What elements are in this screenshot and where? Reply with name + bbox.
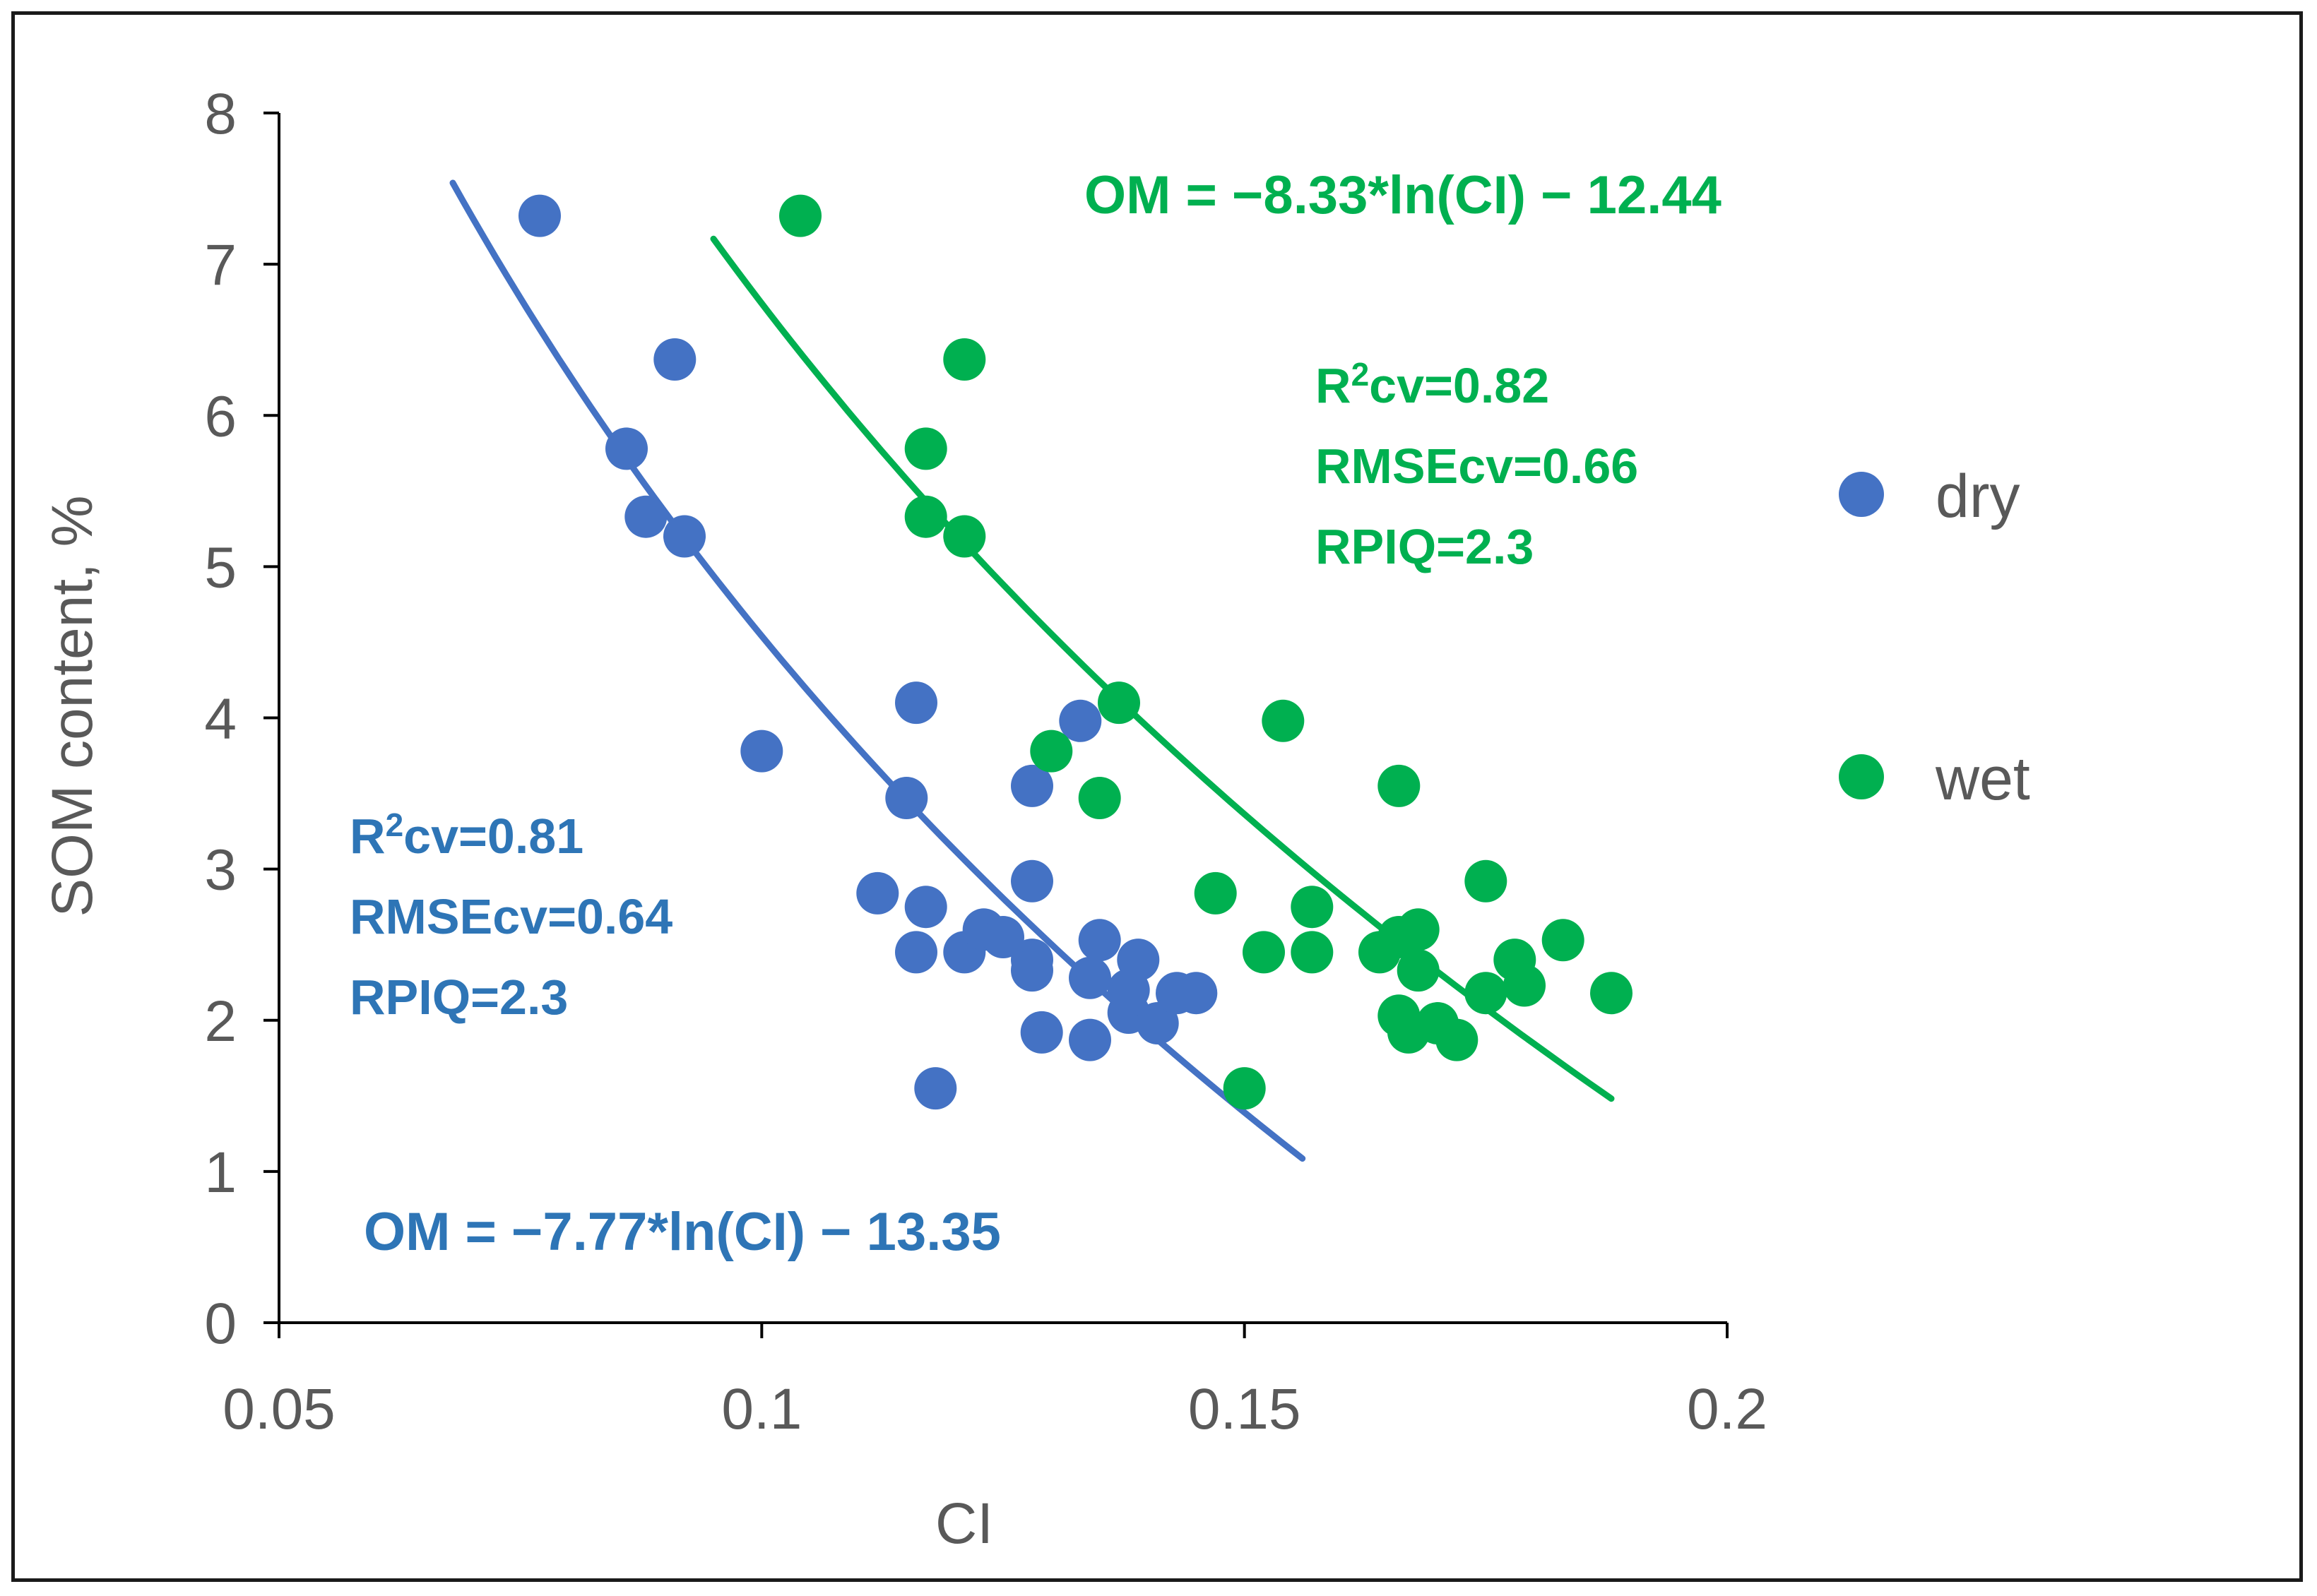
wet-rmse: RMSEcv=0.66 [1315, 439, 1638, 494]
dry-data-point [1011, 764, 1053, 807]
dry-data-point [1117, 939, 1160, 982]
wet-data-point [1291, 931, 1334, 974]
dry-data-point [663, 515, 706, 558]
wet-data-point [1243, 931, 1285, 974]
dry-data-point [1069, 956, 1111, 999]
dry-data-point [885, 777, 928, 819]
wet-data-point [1397, 949, 1440, 992]
dry-data-point [895, 681, 937, 725]
axes: 0 1 2 3 4 5 6 7 8 0.05 0.1 0.15 0.2 [204, 82, 1767, 1441]
dry-rmse: RMSEcv=0.64 [350, 889, 672, 944]
dry-data-point [1069, 1018, 1111, 1061]
dry-data-point [653, 338, 697, 381]
dry-data-point [518, 194, 561, 237]
wet-data-point [1030, 729, 1073, 773]
wet-data-point [1590, 972, 1632, 1015]
wet-data-point [1377, 764, 1421, 807]
dry-data-point [982, 916, 1024, 958]
dry-data-point [914, 1067, 957, 1110]
chart-frame [11, 11, 2303, 1582]
dry-data-point [1011, 859, 1053, 903]
wet-data-point [1098, 681, 1140, 725]
dry-data-point [740, 729, 783, 773]
dry-data-point [1078, 919, 1121, 962]
x-axis-title: CI [935, 1491, 993, 1556]
wet-equation: OM = −8.33*ln(CI) − 12.44 [1084, 165, 1722, 225]
legend-label-dry: dry [1936, 463, 2020, 530]
y-axis-title: SOM content, % [40, 495, 105, 917]
y-tick-label: 3 [204, 838, 237, 903]
wet-data-point [1223, 1067, 1266, 1110]
y-tick-label: 0 [204, 1292, 237, 1356]
wet-data-point [1435, 1018, 1479, 1061]
dry-data-point [1020, 1011, 1063, 1054]
wet-data-point [1541, 919, 1584, 962]
wet-data-point [904, 495, 947, 538]
y-tick-label: 5 [204, 535, 237, 600]
y-tick-label: 7 [204, 233, 237, 297]
wet-data-point [943, 515, 986, 558]
y-tick-label: 1 [204, 1141, 237, 1205]
y-tick-label: 8 [204, 82, 237, 146]
dry-data-point [1175, 972, 1218, 1015]
legend-marker-wet [1839, 754, 1884, 799]
wet-data-point [1503, 964, 1546, 1007]
dry-data-point [904, 886, 947, 929]
x-tick-label: 0.05 [223, 1377, 336, 1441]
wet-data-point [1194, 871, 1237, 915]
y-tick-label: 4 [204, 687, 237, 751]
x-tick-label: 0.2 [1687, 1377, 1767, 1441]
dry-equation: OM = −7.77*ln(CI) − 13.35 [364, 1202, 1001, 1262]
dry-rpiq: RPIQ=2.3 [350, 970, 568, 1025]
wet-data-point [1078, 777, 1121, 819]
legend-marker-dry [1839, 472, 1884, 517]
dry-data-point [856, 871, 899, 915]
dry-data-point [1011, 949, 1053, 992]
wet-data-point [779, 194, 822, 237]
dry-data-point [895, 931, 937, 974]
wet-data-point [1397, 908, 1440, 951]
dry-data-point [624, 495, 668, 538]
x-tick-label: 0.15 [1188, 1377, 1301, 1441]
wet-data-point [943, 338, 986, 381]
wet-data-point [1262, 699, 1305, 742]
dry-data-point [1136, 1002, 1179, 1044]
wet-fit-line [710, 235, 1615, 1102]
x-tick-label: 0.1 [721, 1377, 802, 1441]
y-tick-label: 6 [204, 384, 237, 448]
data-points [518, 194, 1632, 1110]
wet-data-point [1291, 886, 1334, 929]
wet-data-point [1464, 859, 1507, 903]
dry-data-point [1059, 699, 1102, 742]
wet-data-point [904, 427, 947, 470]
dry-r2: R2cv=0.81 [350, 806, 583, 864]
wet-rpiq: RPIQ=2.3 [1315, 519, 1534, 574]
dry-data-point [605, 427, 648, 470]
wet-r2: R2cv=0.82 [1315, 356, 1549, 413]
y-tick-label: 2 [204, 989, 237, 1054]
wet-data-point [1464, 972, 1507, 1015]
legend-label-wet: wet [1935, 745, 2030, 813]
